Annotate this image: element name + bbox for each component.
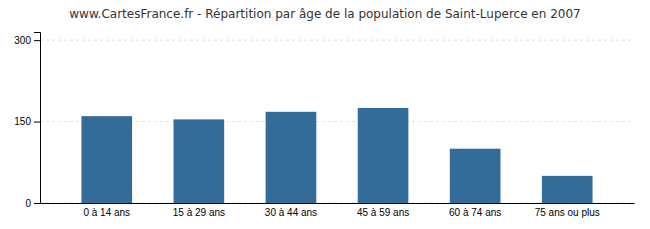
- bar: [266, 112, 317, 203]
- x-tick: 60 à 74 ans: [449, 207, 501, 218]
- chart: www.CartesFrance.fr - Répartition par âg…: [0, 0, 650, 229]
- y-tick-mark: [34, 122, 40, 123]
- x-tick: 30 à 44 ans: [265, 207, 317, 218]
- y-axis: 0 150 300: [14, 33, 40, 209]
- x-tick-label: 75 ans ou plus: [535, 207, 600, 218]
- x-tick-label: 30 à 44 ans: [265, 207, 317, 218]
- y-tick: 150: [14, 116, 40, 127]
- bar: [450, 149, 501, 203]
- x-tick-label: 15 à 29 ans: [173, 207, 225, 218]
- grid: [40, 40, 634, 203]
- x-axis-line: [41, 203, 635, 204]
- y-tick-mark: [34, 40, 40, 41]
- marks: [81, 108, 592, 203]
- x-tick-label: 0 à 14 ans: [83, 207, 130, 218]
- y-tick: 300: [14, 35, 40, 46]
- grid-line: [40, 40, 634, 41]
- y-tick-label: 150: [14, 116, 31, 127]
- title: www.CartesFrance.fr - Répartition par âg…: [69, 7, 580, 21]
- bar: [542, 176, 593, 203]
- x-tick: 0 à 14 ans: [83, 207, 130, 218]
- plot: 0 150 300 0 à 14 ans 15 à 29 ans 30 à 44 ans 4…: [14, 33, 634, 219]
- y-tick-mark: [34, 203, 40, 204]
- x-axis: 0 à 14 ans 15 à 29 ans 30 à 44 ans 45 à 59 …: [41, 204, 635, 219]
- y-tick-label: 300: [14, 35, 31, 46]
- x-tick: 15 à 29 ans: [173, 207, 225, 218]
- x-tick: 75 ans ou plus: [535, 207, 600, 218]
- y-axis-line: [34, 33, 41, 204]
- bar: [81, 116, 132, 203]
- y-tick: 0: [25, 198, 40, 209]
- bar: [358, 108, 409, 203]
- x-tick-label: 45 à 59 ans: [357, 207, 409, 218]
- x-tick: 45 à 59 ans: [357, 207, 409, 218]
- x-tick-label: 60 à 74 ans: [449, 207, 501, 218]
- y-tick-label: 0: [25, 198, 31, 209]
- bar: [174, 119, 225, 203]
